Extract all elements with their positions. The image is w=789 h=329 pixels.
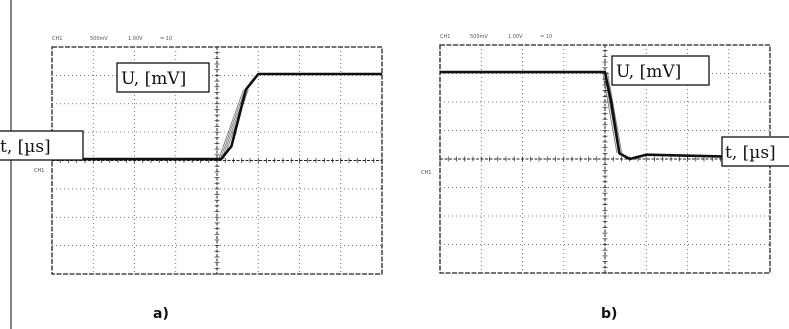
panel-a-edge-noise-2 — [221, 89, 248, 160]
panel-b-header-time: 1.00V — [508, 34, 523, 40]
panel-a-edge-noise-3 — [223, 89, 249, 160]
panel-a: CH1 500mV 1.00V = 10 CH1 U, [mV] t, [µs]… — [0, 36, 383, 322]
panel-b-header-probe: = 10 — [540, 34, 552, 40]
panel-b-grid — [439, 44, 771, 274]
panel-b: CH1 500mV 1.00V = 10 CH1 U, [mV] t, [µs]… — [421, 34, 789, 322]
panel-a-header-ch: CH1 — [52, 36, 62, 42]
panel-a-xlabel-box — [0, 130, 84, 161]
panel-b-xlabel-box — [721, 136, 789, 167]
panel-b-edge-noise-1 — [603, 72, 620, 154]
panel-b-ground-marker: CH1 — [421, 170, 431, 176]
panel-a-ylabel-box — [116, 62, 210, 93]
panel-a-ylabel: U, [mV] — [121, 69, 186, 89]
panel-b-trace-layer — [439, 70, 771, 161]
panel-a-trace-layer — [51, 72, 383, 161]
panel-a-header-volts: 500mV — [90, 36, 108, 42]
panel-a-header-time: 1.00V — [128, 36, 143, 42]
panel-a-caption: a) — [153, 306, 169, 322]
panel-a-xlabel: t, [µs] — [0, 137, 51, 157]
panel-b-edge-noise-0 — [602, 72, 618, 154]
panel-b-caption: b) — [601, 306, 617, 322]
panel-b-ylabel-box — [611, 55, 710, 86]
panel-b-ylabel: U, [mV] — [616, 62, 681, 82]
panel-a-grid — [51, 46, 383, 275]
panel-a-edge-noise-0 — [218, 89, 244, 160]
panel-a-edge-noise-1 — [219, 89, 246, 160]
panel-b-header-ch: CH1 — [440, 34, 450, 40]
panel-a-ground-marker: CH1 — [34, 168, 44, 174]
panel-b-header-volts: 500mV — [470, 34, 488, 40]
panel-b-xlabel: t, [µs] — [725, 143, 776, 163]
panel-a-header-probe: = 10 — [160, 36, 172, 42]
panel-b-edge-noise-3 — [606, 72, 623, 154]
panel-b-edge-noise-2 — [605, 72, 621, 154]
